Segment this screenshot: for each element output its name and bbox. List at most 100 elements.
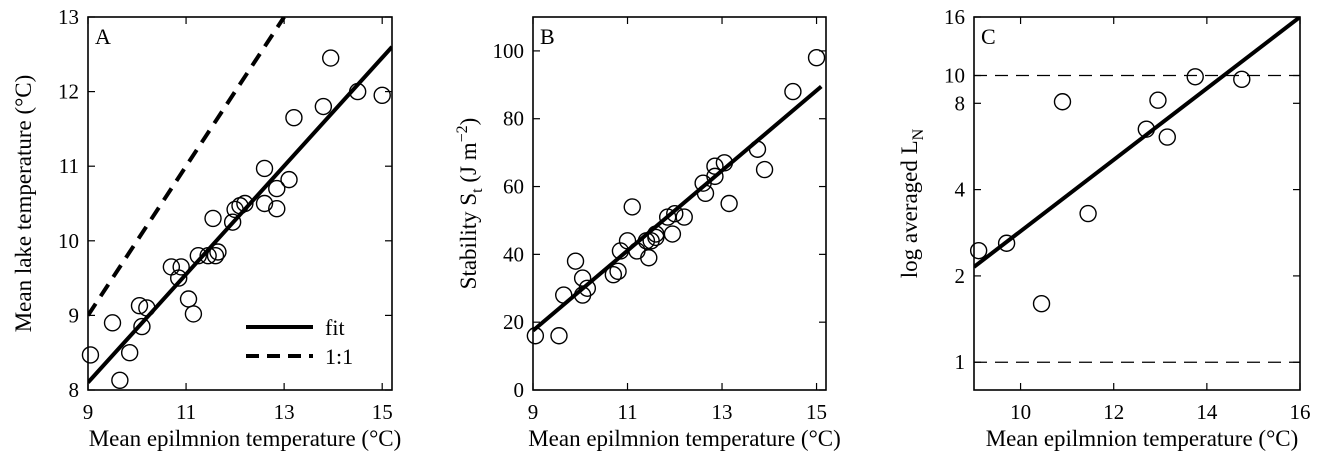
y-tick-label: 0 [514,378,525,402]
panel-letter: B [540,24,555,49]
data-point [255,194,274,213]
y-tick-label: 8 [955,91,966,115]
data-point [628,242,646,260]
data-point [748,140,767,158]
data-point [609,262,627,281]
data-point [236,194,254,213]
x-axis-label: Mean epilmnion temperature (°C) [89,426,402,451]
x-tick-label: 15 [372,400,393,424]
data-point [206,247,225,265]
y-label-close: ) [456,118,481,126]
data-point [133,317,151,336]
data-point [209,243,227,261]
y-label-superscript: −2 [454,125,471,142]
y-tick-label: 80 [503,107,524,131]
x-tick-label: 10 [1010,400,1031,424]
panel-b: 9 11 13 15 0 20 40 60 80 100 B Mean epilmnion tempe… [454,16,841,451]
data-point [566,252,585,270]
data-point [103,314,122,332]
data-point [647,228,665,247]
data-point [637,232,656,250]
y-tick-label: 10 [944,64,965,88]
y-tick-label: 4 [955,178,966,202]
y-tick-label: 16 [944,5,965,29]
y-axis-label: Mean lake temperature (°C) [11,75,36,333]
legend-label: 1:1 [325,344,353,369]
data-point [348,82,367,101]
data-point [373,86,391,105]
panel-letter: A [95,24,111,49]
y-axis-label: Stability St (J m−2) [454,118,486,290]
data-point [170,269,188,287]
data-point [223,213,242,231]
data-point [162,258,181,276]
data-point [623,198,641,216]
fit-line [533,84,823,333]
data-point [573,269,592,287]
data-point [268,200,286,218]
data-point [184,305,203,323]
data-point [604,266,623,284]
data-point [189,247,208,265]
data-point [1032,294,1051,313]
series-lines [88,17,392,384]
data-point [618,232,637,250]
data-point [226,200,244,219]
y-tick-label: 10 [58,229,79,253]
data-point [199,247,217,265]
series-lines [974,17,1300,363]
data-point [969,241,988,260]
data-point [285,109,303,127]
data-point [696,184,715,203]
data-point [720,194,738,213]
panel-letter: C [981,24,996,49]
data-point [130,297,149,315]
x-tick-label: 11 [617,400,637,424]
data-point [179,290,198,308]
x-tick-label: 13 [274,400,295,424]
y-axis-label: log averaged LN [897,128,927,278]
x-tick-label: 15 [806,400,827,424]
fit-line [88,45,392,384]
x-tick-label: 9 [528,400,539,424]
data-point [1233,70,1251,89]
data-point [1137,120,1156,138]
y-tick-label: 2 [955,264,966,288]
x-tick-label: 16 [1290,400,1311,424]
x-tick-label: 14 [1196,400,1218,424]
data-point [204,209,222,228]
y-tick-label: 8 [69,378,80,402]
y-tick-label: 11 [59,154,79,178]
data-point [807,48,826,67]
data-point [663,225,682,243]
data-point [706,167,724,186]
data-point [120,344,139,362]
data-point [314,97,333,116]
data-point [715,154,734,172]
data-point [675,208,693,226]
data-point [1149,91,1167,109]
data-point [550,327,568,345]
data-point [255,159,274,178]
y-label-subscript: t [469,188,486,193]
data-point [555,286,573,304]
y-tick-label: 1 [955,350,966,374]
x-axis-label: Mean epilmnion temperature (°C) [528,426,841,451]
data-point [322,49,340,67]
plot-frame [532,16,827,391]
data-point [81,346,100,364]
y-label-main: log averaged L [897,140,922,278]
legend-label: fit [325,315,345,340]
fit-line [974,17,1300,269]
data-point [578,279,597,297]
plot-frame [973,16,1301,391]
y-tick-label: 40 [503,242,524,266]
x-tick-label: 11 [176,400,196,424]
y-tick-label: 12 [58,80,79,104]
data-point [755,160,774,179]
y-label-unit: (J m [456,142,481,188]
data-point [1053,93,1072,111]
x-axis-label: Mean epilmnion temperature (°C) [986,426,1299,451]
